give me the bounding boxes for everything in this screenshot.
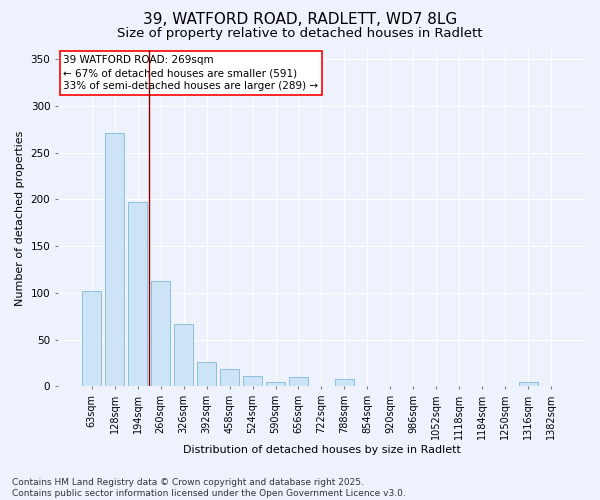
Bar	[174, 324, 193, 386]
Bar	[518, 382, 538, 386]
X-axis label: Distribution of detached houses by size in Radlett: Distribution of detached houses by size …	[182, 445, 460, 455]
Bar	[335, 379, 354, 386]
Bar	[289, 377, 308, 386]
Text: 39, WATFORD ROAD, RADLETT, WD7 8LG: 39, WATFORD ROAD, RADLETT, WD7 8LG	[143, 12, 457, 28]
Bar	[105, 133, 124, 386]
Bar	[243, 376, 262, 386]
Bar	[197, 362, 217, 386]
Bar	[151, 280, 170, 386]
Text: Size of property relative to detached houses in Radlett: Size of property relative to detached ho…	[117, 28, 483, 40]
Bar	[128, 202, 148, 386]
Text: Contains HM Land Registry data © Crown copyright and database right 2025.
Contai: Contains HM Land Registry data © Crown c…	[12, 478, 406, 498]
Bar	[220, 370, 239, 386]
Bar	[82, 291, 101, 386]
Bar	[266, 382, 285, 386]
Y-axis label: Number of detached properties: Number of detached properties	[15, 130, 25, 306]
Text: 39 WATFORD ROAD: 269sqm
← 67% of detached houses are smaller (591)
33% of semi-d: 39 WATFORD ROAD: 269sqm ← 67% of detache…	[63, 55, 319, 92]
